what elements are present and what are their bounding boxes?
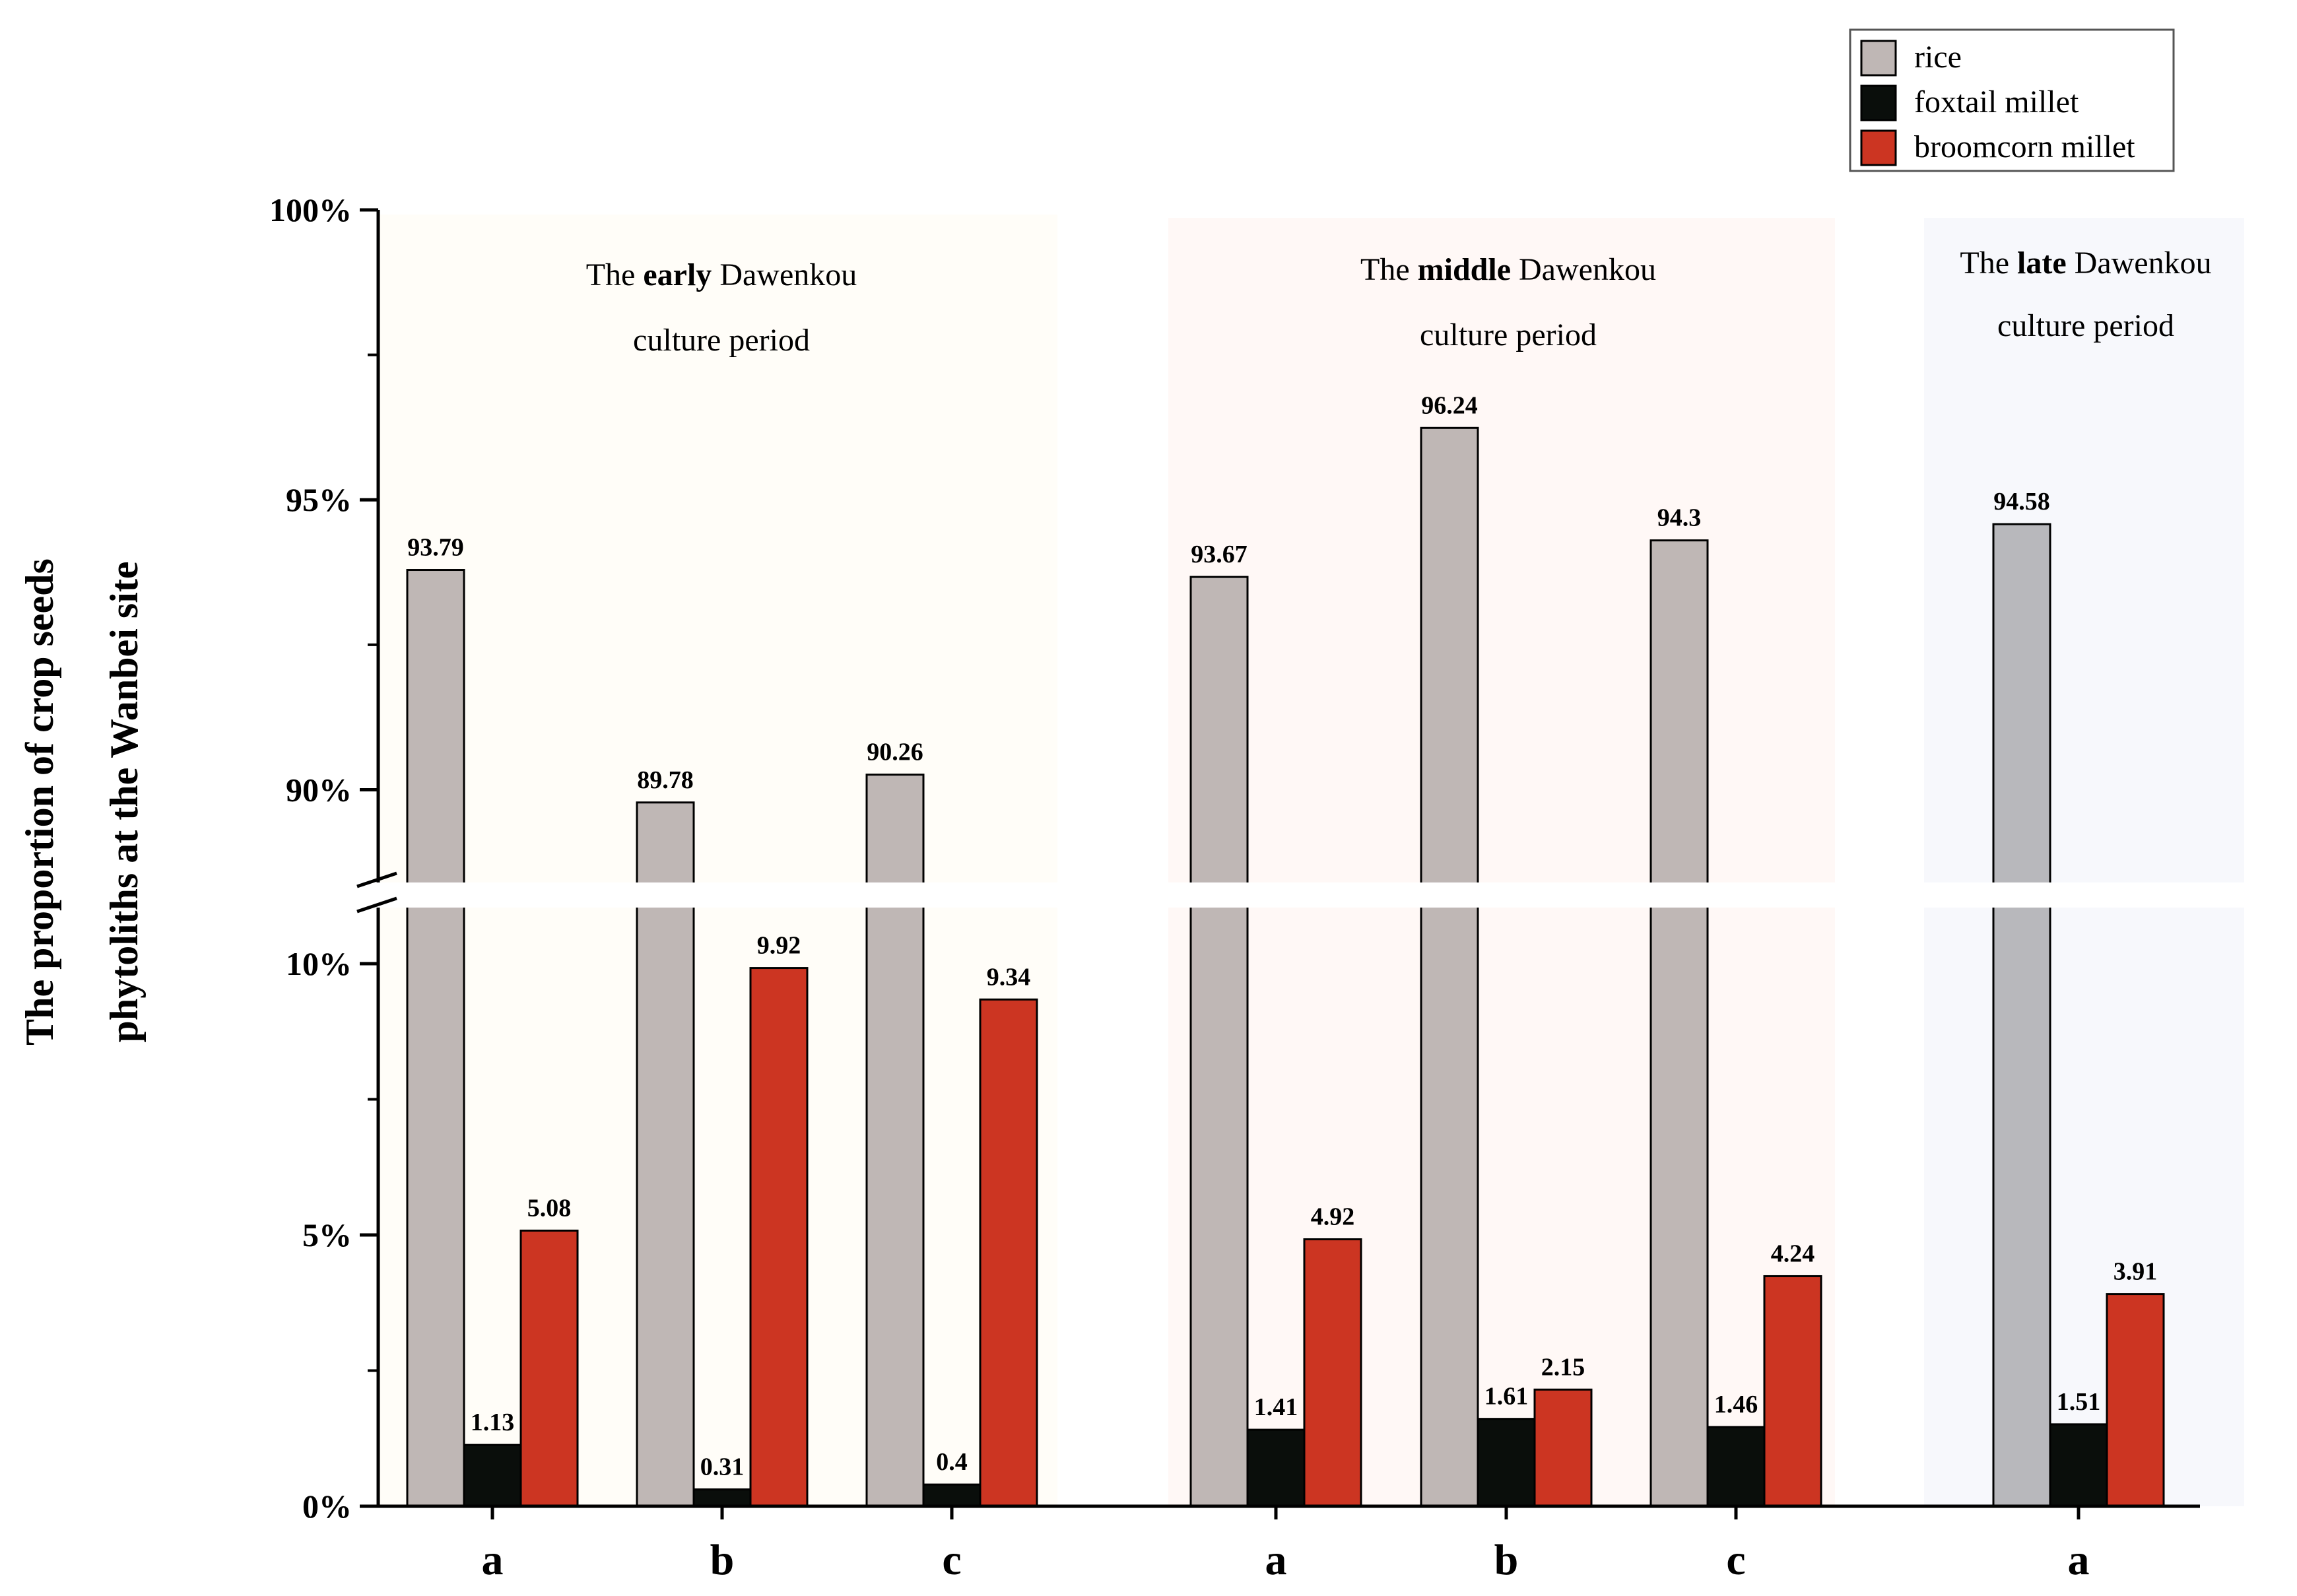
data-label-broomcorn: 3.91 bbox=[2114, 1258, 2158, 1286]
data-label-broomcorn: 9.34 bbox=[987, 963, 1031, 991]
broomcorn-millet-bar bbox=[750, 968, 807, 1506]
y-tick-label: 100% bbox=[269, 191, 352, 228]
data-label-broomcorn: 4.24 bbox=[1771, 1240, 1815, 1267]
data-label-foxtail: 0.31 bbox=[700, 1453, 745, 1481]
x-tick-label: a bbox=[482, 1536, 504, 1584]
broomcorn-millet-bar bbox=[521, 1230, 578, 1506]
legend: rice foxtail millet broomcorn millet bbox=[1850, 30, 2174, 171]
period-title-bold: middle bbox=[1418, 252, 1511, 287]
broomcorn-millet-bar bbox=[1304, 1240, 1361, 1506]
data-label-rice: 89.78 bbox=[637, 766, 694, 794]
period-title: The middle Dawenkou bbox=[1360, 252, 1656, 287]
legend-label: rice bbox=[1914, 40, 1962, 75]
period-subtitle: culture period bbox=[1997, 308, 2174, 343]
legend-label: broomcorn millet bbox=[1914, 129, 2135, 164]
period-title-suffix: Dawenkou bbox=[1511, 252, 1656, 287]
bar-chart: 93.79 1.13 5.08 a 89.78 0.31 9.92 b 90.26 0.4 9.34… bbox=[0, 0, 2297, 1596]
x-tick-label: b bbox=[1494, 1536, 1519, 1584]
period-title-suffix: Dawenkou bbox=[712, 257, 857, 292]
data-label-rice: 93.79 bbox=[407, 534, 464, 562]
period-title: The early Dawenkou bbox=[586, 257, 857, 292]
data-label-rice: 90.26 bbox=[867, 739, 923, 766]
period-title-prefix: The bbox=[586, 257, 644, 292]
y-tick-label: 10% bbox=[286, 945, 352, 982]
period-title-prefix: The bbox=[1360, 252, 1418, 287]
period-background bbox=[1924, 218, 2244, 1506]
foxtail-millet-bar bbox=[694, 1490, 750, 1506]
foxtail-millet-bar bbox=[2050, 1424, 2107, 1506]
rice-bar bbox=[1993, 524, 2050, 1506]
x-tick-label: b bbox=[710, 1536, 735, 1584]
period-title-prefix: The bbox=[1960, 246, 2017, 281]
period-subtitle: culture period bbox=[633, 323, 810, 358]
foxtail-millet-bar bbox=[1478, 1419, 1535, 1506]
broomcorn-millet-bar bbox=[980, 999, 1037, 1506]
period-subtitle: culture period bbox=[1420, 317, 1597, 352]
period-title: The late Dawenkou bbox=[1960, 246, 2211, 281]
data-label-foxtail: 1.46 bbox=[1714, 1391, 1758, 1418]
x-tick-label: a bbox=[2068, 1536, 2090, 1584]
y-axis-title-line: phytoliths at the Wanbei site bbox=[102, 562, 146, 1043]
data-label-broomcorn: 4.92 bbox=[1311, 1203, 1355, 1231]
data-label-foxtail: 0.4 bbox=[936, 1448, 968, 1476]
rice-bar bbox=[637, 803, 694, 1506]
foxtail-millet-bar bbox=[464, 1445, 521, 1506]
data-label-rice: 96.24 bbox=[1421, 391, 1478, 419]
data-label-foxtail: 1.13 bbox=[471, 1409, 515, 1436]
x-tick-label: c bbox=[942, 1536, 961, 1584]
period-background bbox=[378, 215, 1057, 1506]
data-label-foxtail: 1.51 bbox=[2057, 1388, 2101, 1416]
axis-break-gap bbox=[370, 882, 2251, 908]
y-axis-title-line: The proportion of crop seeds bbox=[18, 558, 61, 1046]
rice-bar bbox=[1421, 428, 1478, 1506]
period-title-bold: late bbox=[2017, 246, 2067, 281]
y-tick-label: 90% bbox=[286, 771, 352, 808]
broomcorn-millet-bar bbox=[2107, 1294, 2164, 1506]
y-tick-label: 5% bbox=[302, 1216, 352, 1253]
axis-break-gaps bbox=[370, 882, 2251, 908]
foxtail-millet-bar bbox=[923, 1484, 980, 1506]
data-label-broomcorn: 5.08 bbox=[527, 1194, 572, 1222]
period-title-bold: early bbox=[643, 257, 712, 292]
data-label-rice: 94.3 bbox=[1657, 504, 1702, 532]
data-label-broomcorn: 2.15 bbox=[1541, 1353, 1585, 1381]
foxtail-millet-bar bbox=[1248, 1430, 1304, 1506]
y-tick-label: 0% bbox=[302, 1488, 352, 1525]
foxtail-millet-bar bbox=[1708, 1427, 1764, 1506]
broomcorn-millet-bar bbox=[1764, 1276, 1821, 1506]
data-label-broomcorn: 9.92 bbox=[757, 932, 801, 960]
legend-swatch-foxtail-millet bbox=[1861, 86, 1896, 120]
data-label-foxtail: 1.61 bbox=[1484, 1383, 1529, 1411]
x-tick-label: a bbox=[1265, 1536, 1287, 1584]
x-tick-label: c bbox=[1726, 1536, 1745, 1584]
rice-bar bbox=[407, 570, 464, 1506]
period-title-suffix: Dawenkou bbox=[2067, 246, 2212, 281]
y-tick-label: 95% bbox=[286, 481, 352, 518]
y-axis-title: The proportion of crop seeds phytoliths a… bbox=[18, 558, 146, 1046]
rice-bar bbox=[1191, 577, 1248, 1506]
legend-label: foxtail millet bbox=[1914, 84, 2079, 119]
period-background bbox=[1168, 218, 1835, 1506]
data-label-rice: 93.67 bbox=[1191, 541, 1248, 568]
data-label-foxtail: 1.41 bbox=[1254, 1393, 1298, 1421]
rice-bar bbox=[1651, 541, 1708, 1506]
legend-swatch-broomcorn-millet bbox=[1861, 131, 1896, 165]
broomcorn-millet-bar bbox=[1535, 1389, 1591, 1506]
data-label-rice: 94.58 bbox=[1993, 488, 2050, 515]
legend-swatch-rice bbox=[1861, 41, 1896, 75]
